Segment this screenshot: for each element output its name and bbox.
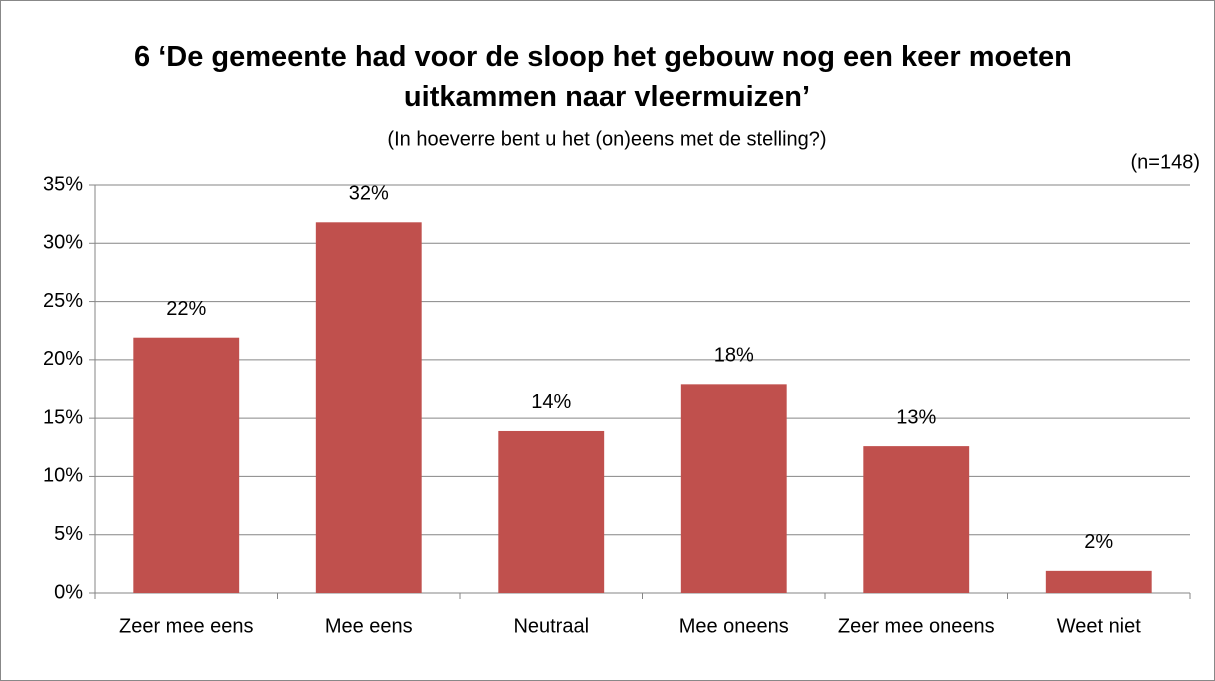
data-label: 22% <box>166 298 206 320</box>
x-tick-label: Mee oneens <box>679 615 789 637</box>
y-tick-label: 20% <box>43 348 83 370</box>
chart-subtitle: (In hoeverre bent u het (on)eens met de … <box>387 128 826 150</box>
x-tick-label: Zeer mee oneens <box>838 615 995 637</box>
y-tick-label: 30% <box>43 232 83 254</box>
data-label: 13% <box>896 406 936 428</box>
x-tick-label: Neutraal <box>513 615 589 637</box>
bar <box>1045 570 1152 593</box>
y-tick-label: 35% <box>43 173 83 195</box>
chart-title: 6 ‘De gemeente had voor de sloop het geb… <box>134 41 1080 113</box>
bar <box>498 430 605 593</box>
y-tick-label: 10% <box>43 465 83 487</box>
bar <box>863 446 970 593</box>
bar <box>680 384 787 593</box>
x-tick-label: Weet niet <box>1057 615 1142 637</box>
data-label: 14% <box>531 391 571 413</box>
bar <box>315 222 422 593</box>
y-tick-label: 25% <box>43 290 83 312</box>
x-tick-label: Mee eens <box>325 615 413 637</box>
sample-size-note: (n=148) <box>1131 151 1201 173</box>
y-tick-label: 0% <box>54 581 83 603</box>
y-tick-label: 15% <box>43 406 83 428</box>
data-label: 32% <box>349 183 389 205</box>
data-label: 2% <box>1084 531 1113 553</box>
data-label: 18% <box>714 345 754 367</box>
x-tick-label: Zeer mee eens <box>119 615 254 637</box>
bar <box>133 337 240 593</box>
y-tick-label: 5% <box>54 523 83 545</box>
